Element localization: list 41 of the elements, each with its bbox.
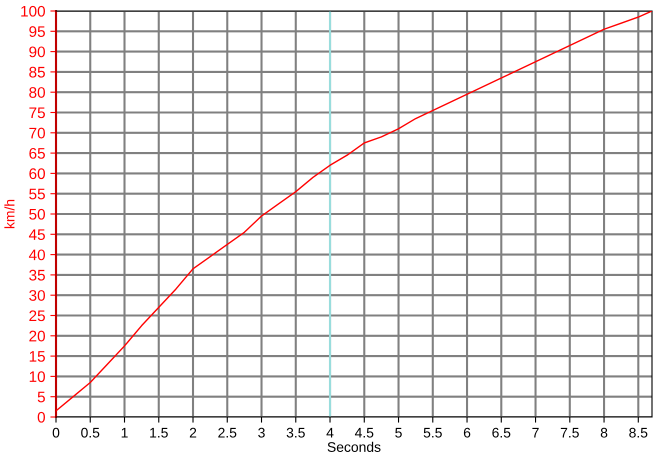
y-tick-label: 95 <box>29 26 45 37</box>
y-tick-label: 15 <box>30 351 45 362</box>
y-tick-label: 20 <box>29 330 45 342</box>
x-tick-label: 8 <box>600 428 608 438</box>
x-tick-label: 4.5 <box>354 428 374 438</box>
y-tick-label: 35 <box>29 270 45 281</box>
y-tick-label: 70 <box>29 128 45 138</box>
y-tick-label: 45 <box>28 229 45 240</box>
y-tick-label: 5 <box>38 392 45 402</box>
y-tick-label: 50 <box>29 208 45 220</box>
y-tick-label: 25 <box>29 310 45 322</box>
x-tick-label: 3 <box>258 428 265 438</box>
y-tick-label: 80 <box>29 87 45 98</box>
x-tick-label: 3.5 <box>286 428 305 438</box>
x-tick-label: 7 <box>532 428 539 438</box>
x-tick-label: 6.5 <box>492 428 510 438</box>
x-tick-label: 6 <box>464 428 470 438</box>
x-tick-label: 1 <box>122 428 128 438</box>
x-tick-label: 2.5 <box>218 428 236 438</box>
x-tick-label: 7.5 <box>560 428 579 438</box>
y-axis-title: km/h <box>4 200 15 228</box>
x-tick-label: 0.5 <box>81 428 100 438</box>
y-tick-label: 85 <box>29 66 45 78</box>
x-tick-label: 4 <box>326 428 334 438</box>
x-tick-label: 0 <box>52 428 60 438</box>
x-tick-label: 8.5 <box>629 428 648 438</box>
y-tick-label: 10 <box>30 371 45 382</box>
y-tick-label: 60 <box>29 168 45 180</box>
y-tick-label: 75 <box>29 108 45 118</box>
y-tick-label: 30 <box>29 290 45 301</box>
x-tick-label: 2 <box>190 428 196 438</box>
y-tick-label: 90 <box>29 46 45 58</box>
x-tick-label: 5 <box>395 428 402 438</box>
y-tick-label: 100 <box>21 6 45 17</box>
y-tick-label: 0 <box>38 412 45 423</box>
y-tick-label: 55 <box>29 188 45 200</box>
x-tick-label: 1.5 <box>150 428 168 438</box>
x-axis-title: Seconds <box>328 442 381 452</box>
x-tick-label: 5.5 <box>424 428 442 438</box>
y-tick-label: 40 <box>28 249 45 260</box>
y-tick-label: 65 <box>29 148 45 159</box>
